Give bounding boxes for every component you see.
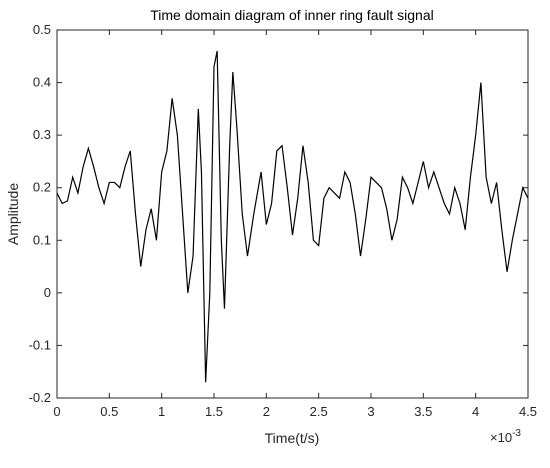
- x-tick-label: 4.5: [519, 404, 537, 419]
- x-tick-label: 3.5: [414, 404, 432, 419]
- y-tick-label: 0.2: [33, 180, 51, 195]
- x-scale-exponent: -3: [512, 428, 521, 439]
- y-tick-label: 0.5: [33, 22, 51, 37]
- x-axis-label: Time(t/s): [265, 430, 320, 446]
- x-scale-base: ×10: [490, 430, 512, 445]
- x-tick-label: 0.5: [100, 404, 118, 419]
- x-scale-label: ×10-3: [490, 428, 521, 445]
- x-tick-label: 2.5: [310, 404, 328, 419]
- plot-frame: [56, 29, 529, 399]
- y-tick-label: -0.2: [29, 390, 51, 405]
- x-tick-label: 1.5: [205, 404, 223, 419]
- x-tick-label: 2: [263, 404, 270, 419]
- y-tick-label: 0.1: [33, 232, 51, 247]
- y-tick-label: 0.3: [33, 127, 51, 142]
- x-tick-label: 4: [472, 404, 479, 419]
- x-tick-label: 1: [158, 404, 165, 419]
- y-tick-label: 0.4: [33, 75, 51, 90]
- chart-title: Time domain diagram of inner ring fault …: [150, 7, 434, 23]
- y-axis-label: Amplitude: [5, 183, 21, 245]
- y-tick-label: 0: [44, 285, 51, 300]
- signal-line: [56, 50, 529, 383]
- x-tick-label: 3: [367, 404, 374, 419]
- x-tick-label: 0: [53, 404, 60, 419]
- y-tick-label: -0.1: [29, 337, 51, 352]
